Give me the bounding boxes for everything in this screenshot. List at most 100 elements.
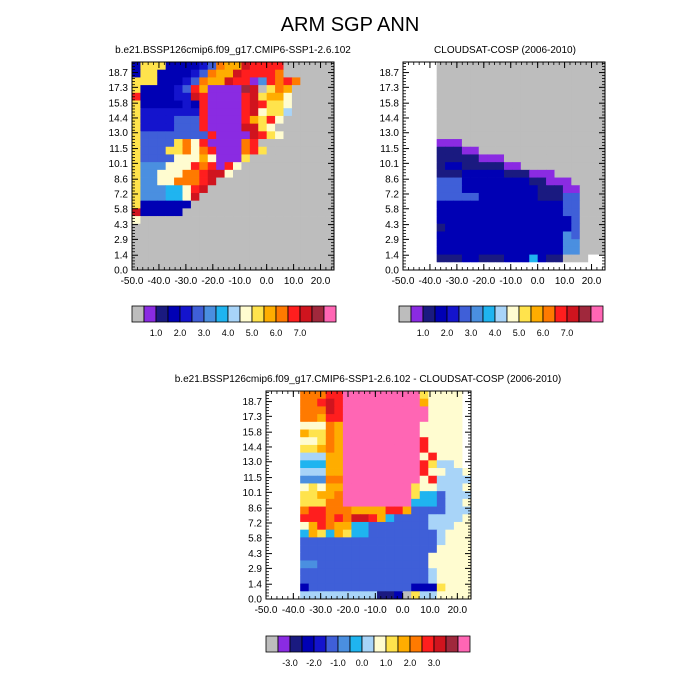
heatmap-cell xyxy=(300,537,310,546)
heatmap-cell xyxy=(445,398,455,407)
heatmap-cell xyxy=(445,483,455,492)
heatmap-cell xyxy=(394,398,404,407)
heatmap-cell xyxy=(132,216,141,225)
heatmap-cell xyxy=(274,437,284,446)
heatmap-cell xyxy=(571,77,581,86)
heatmap-cell xyxy=(453,223,463,232)
heatmap-cell xyxy=(308,444,318,454)
heatmap-cell xyxy=(377,583,386,592)
heatmap-cell xyxy=(445,444,455,454)
heatmap-cell xyxy=(241,62,251,71)
heatmap-cell xyxy=(453,69,463,78)
heatmap-cell xyxy=(291,231,301,240)
heatmap-cell xyxy=(325,483,335,492)
heatmap-cell xyxy=(495,231,505,240)
heatmap-cell xyxy=(411,537,421,546)
heatmap-cell xyxy=(207,185,217,194)
heatmap-cell xyxy=(275,154,284,163)
heatmap-cell xyxy=(402,491,412,500)
heatmap-cell xyxy=(291,460,301,469)
heatmap-cell xyxy=(308,521,318,531)
heatmap-cell xyxy=(385,591,395,600)
heatmap-cell xyxy=(453,231,463,240)
heatmap-cell xyxy=(334,583,344,592)
heatmap-cell xyxy=(579,216,589,225)
heatmap-cell xyxy=(174,162,183,171)
heatmap-cell xyxy=(554,262,564,271)
heatmap-cell xyxy=(291,414,301,423)
heatmap-cell xyxy=(258,62,268,71)
heatmap-cell xyxy=(275,192,284,202)
heatmap-cell xyxy=(359,568,369,577)
heatmap-cell xyxy=(537,92,547,101)
heatmap-cell xyxy=(241,216,251,225)
heatmap-cell xyxy=(428,85,438,94)
heatmap-cell xyxy=(275,262,284,271)
heatmap-cell xyxy=(317,177,326,186)
heatmap-cell xyxy=(275,62,284,71)
heatmap-cell xyxy=(487,262,496,271)
heatmap-cell xyxy=(317,85,326,94)
heatmap-cell xyxy=(419,398,429,407)
heatmap-cell xyxy=(300,92,310,101)
heatmap-cell xyxy=(274,421,284,430)
heatmap-cell xyxy=(478,108,488,117)
heatmap-cell xyxy=(411,100,421,109)
heatmap-cell xyxy=(291,406,301,415)
heatmap-cell xyxy=(308,254,318,263)
heatmap-cell xyxy=(596,216,606,225)
heatmap-cell xyxy=(504,200,513,209)
heatmap-cell xyxy=(478,62,488,71)
heatmap-cell xyxy=(317,115,326,125)
heatmap-cell xyxy=(258,85,268,94)
heatmap-cell xyxy=(588,100,597,109)
panel-title: b.e21.BSSP126cmip6.f09_g17.CMIP6-SSP1-2.… xyxy=(115,45,351,56)
heatmap-cell xyxy=(461,69,471,78)
heatmap-cell xyxy=(359,475,369,484)
heatmap-cell xyxy=(478,254,488,263)
heatmap-cell xyxy=(157,131,167,140)
heatmap-cell xyxy=(258,169,268,178)
heatmap-cell xyxy=(207,200,217,209)
heatmap-cell xyxy=(461,177,471,186)
heatmap-cell xyxy=(266,216,276,225)
heatmap-cell xyxy=(428,468,438,477)
heatmap-cell xyxy=(394,406,404,415)
heatmap-cell xyxy=(182,62,192,71)
heatmap-cell xyxy=(453,77,463,86)
heatmap-cell xyxy=(512,85,522,94)
heatmap-cell xyxy=(579,62,589,71)
heatmap-cell xyxy=(266,483,275,492)
heatmap-cell xyxy=(596,62,606,71)
heatmap-cell xyxy=(351,483,361,492)
heatmap-cell xyxy=(579,100,589,109)
heatmap-cell xyxy=(199,216,209,225)
heatmap-cell xyxy=(562,177,572,186)
heatmap-cell xyxy=(453,239,463,248)
heatmap-cell xyxy=(579,146,589,155)
heatmap-cell xyxy=(546,239,555,248)
heatmap-cell xyxy=(461,216,471,225)
heatmap-cell xyxy=(216,154,225,163)
heatmap-cell xyxy=(325,468,335,477)
heatmap-cell xyxy=(445,92,454,101)
heatmap-cell xyxy=(436,254,446,263)
heatmap-cell xyxy=(174,223,183,232)
heatmap-cell xyxy=(529,146,539,155)
heatmap-cell xyxy=(317,560,327,569)
heatmap-cell xyxy=(436,537,446,546)
heatmap-cell xyxy=(596,231,606,240)
heatmap-cell xyxy=(596,239,606,248)
heatmap-cell xyxy=(588,123,597,132)
colorbar-label: 1.0 xyxy=(417,328,430,338)
heatmap-cell xyxy=(402,506,412,515)
colorbar-swatch xyxy=(398,305,412,323)
y-tick-label: 1.4 xyxy=(248,580,262,591)
heatmap-cell xyxy=(461,200,471,209)
heatmap-cell xyxy=(478,223,488,232)
heatmap-cell xyxy=(546,85,555,94)
heatmap-cell xyxy=(512,77,522,86)
heatmap-cell xyxy=(266,100,276,109)
heatmap-cell xyxy=(182,262,192,271)
heatmap-cell xyxy=(529,231,539,240)
